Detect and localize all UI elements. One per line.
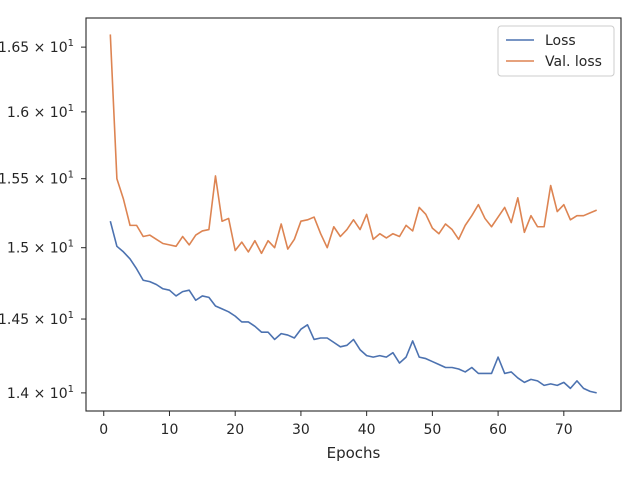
x-tick-label: 50: [423, 422, 441, 438]
axes-frame: [85, 17, 622, 412]
series-line-loss: [109, 221, 597, 394]
x-tick-label: 40: [358, 422, 376, 438]
x-axis: 0 10 20 30 40 50 60 70: [99, 411, 573, 438]
x-tick-label: 0: [99, 422, 108, 438]
legend-box: [497, 25, 615, 77]
x-tick-label: 10: [161, 422, 179, 438]
y-tick-label: 1.65 × 101: [0, 38, 74, 56]
legend: Loss Val. loss: [497, 25, 615, 77]
y-tick-label: 1.6 × 101: [7, 103, 74, 121]
x-axis-title: Epochs: [327, 444, 381, 462]
x-tick-label: 20: [226, 422, 244, 438]
plot-area: [109, 34, 597, 394]
legend-label: Val. loss: [545, 54, 602, 70]
y-tick-label: 1.55 × 101: [0, 170, 74, 188]
series-line-val-loss: [109, 34, 597, 255]
y-tick-label: 1.45 × 101: [0, 310, 74, 328]
x-tick-label: 70: [555, 422, 573, 438]
y-axis: 1.4 × 101 1.45 × 101 1.5 × 101 1.55 × 101 1.…: [0, 38, 86, 402]
y-tick-label: 1.5 × 101: [7, 239, 74, 257]
legend-label: Loss: [545, 33, 576, 49]
y-tick-label: 1.4 × 101: [7, 384, 74, 402]
x-tick-label: 60: [489, 422, 507, 438]
x-tick-label: 30: [292, 422, 310, 438]
